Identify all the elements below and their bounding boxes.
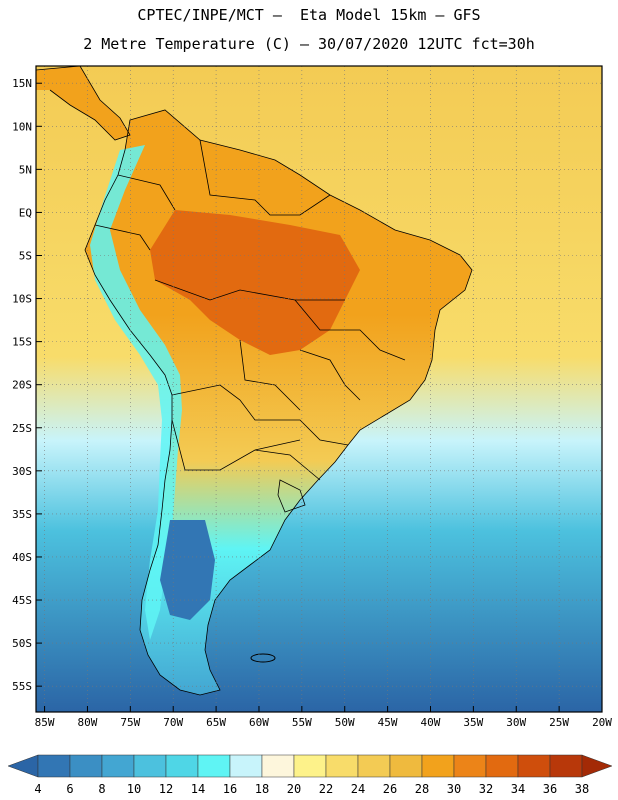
lat-label: EQ <box>19 206 32 219</box>
longitude-ticks <box>44 706 603 712</box>
colorbar-cell <box>69 754 103 778</box>
colorbar-cell <box>261 754 295 778</box>
lat-label: 45S <box>12 594 32 607</box>
colorbar-cell <box>37 754 71 778</box>
lon-label: 70W <box>163 716 183 729</box>
colorbar-label: 26 <box>383 782 397 796</box>
colorbar-label: 4 <box>34 782 41 796</box>
colorbar-label: 18 <box>255 782 269 796</box>
lat-label: 35S <box>12 508 32 521</box>
lat-label: 55S <box>12 680 32 693</box>
colorbar-label: 6 <box>66 782 73 796</box>
colorbar-cell <box>197 754 231 778</box>
longitude-labels: 85W 80W 75W 70W 65W 60W 55W 50W 45W 40W 35W 30W 25W 2… <box>35 716 613 729</box>
country-borders <box>36 66 473 696</box>
colorbar-cell <box>229 754 263 778</box>
lat-label: 5N <box>19 163 32 176</box>
colorbar-label: 16 <box>223 782 237 796</box>
colorbar-label: 14 <box>191 782 205 796</box>
amazon-hot-zone <box>150 210 360 355</box>
lon-label: 50W <box>335 716 355 729</box>
colorbar-cell <box>165 754 199 778</box>
lon-label: 35W <box>463 716 483 729</box>
colorbar-low-arrow <box>7 754 39 778</box>
central-america <box>36 66 130 140</box>
latitude-labels: 15N 10N 5N EQ 5S 10S 15S 20S 25S 30S 35S 40S 45S 50S 5… <box>12 77 32 693</box>
colorbar <box>7 754 613 778</box>
colorbar-cell <box>485 754 519 778</box>
map-frame <box>35 65 603 713</box>
lat-label: 30S <box>12 465 32 478</box>
colorbar-cell <box>517 754 551 778</box>
latitude-ticks <box>36 82 42 687</box>
lat-label: 10S <box>12 293 32 306</box>
colorbar-cell <box>453 754 487 778</box>
colorbar-label: 38 <box>575 782 589 796</box>
lon-label: 25W <box>549 716 569 729</box>
lon-label: 55W <box>292 716 312 729</box>
lat-label: 50S <box>12 637 32 650</box>
colorbar-label: 24 <box>351 782 365 796</box>
lon-label: 30W <box>506 716 526 729</box>
colorbar-cell <box>421 754 455 778</box>
andes-cool-zone <box>90 145 182 640</box>
colorbar-label: 30 <box>447 782 461 796</box>
lat-label: 25S <box>12 422 32 435</box>
lat-label: 10N <box>12 120 32 133</box>
colorbar-cell <box>133 754 167 778</box>
patagonia-cold-zone <box>160 520 215 620</box>
colorbar-cell <box>293 754 327 778</box>
colorbar-label: 32 <box>479 782 493 796</box>
colorbar-cell <box>549 754 583 778</box>
colorbar-label: 28 <box>415 782 429 796</box>
lon-label: 75W <box>120 716 140 729</box>
colorbar-label: 22 <box>319 782 333 796</box>
colorbar-label: 8 <box>98 782 105 796</box>
lon-label: 20W <box>592 716 612 729</box>
colorbar-label: 12 <box>159 782 173 796</box>
lat-label: 20S <box>12 379 32 392</box>
lon-label: 45W <box>378 716 398 729</box>
colorbar-label: 10 <box>127 782 141 796</box>
colorbar-label: 34 <box>511 782 525 796</box>
colorbar-high-arrow <box>581 754 613 778</box>
falkland-islands <box>250 653 276 663</box>
colorbar-label: 36 <box>543 782 557 796</box>
lat-label: 15N <box>12 77 32 90</box>
colorbar-labels: 4 6 8 10 12 14 16 18 20 22 24 26 28 30 32 34 36 38 <box>34 782 589 796</box>
colorbar-cell <box>325 754 359 778</box>
lon-label: 65W <box>206 716 226 729</box>
colorbar-label: 20 <box>287 782 301 796</box>
lat-label: 40S <box>12 551 32 564</box>
lat-label: 5S <box>19 249 32 262</box>
colorbar-cell <box>357 754 391 778</box>
lon-label: 80W <box>78 716 98 729</box>
lon-label: 40W <box>421 716 441 729</box>
colorbar-cell <box>101 754 135 778</box>
lon-label: 60W <box>249 716 269 729</box>
map-title: CPTEC/INPE/MCT – Eta Model 15km – GFS <box>137 6 481 24</box>
colorbar-cell <box>389 754 423 778</box>
map-subtitle: 2 Metre Temperature (C) – 30/07/2020 12U… <box>83 35 535 53</box>
lat-label: 15S <box>12 336 32 349</box>
lon-label: 85W <box>35 716 55 729</box>
